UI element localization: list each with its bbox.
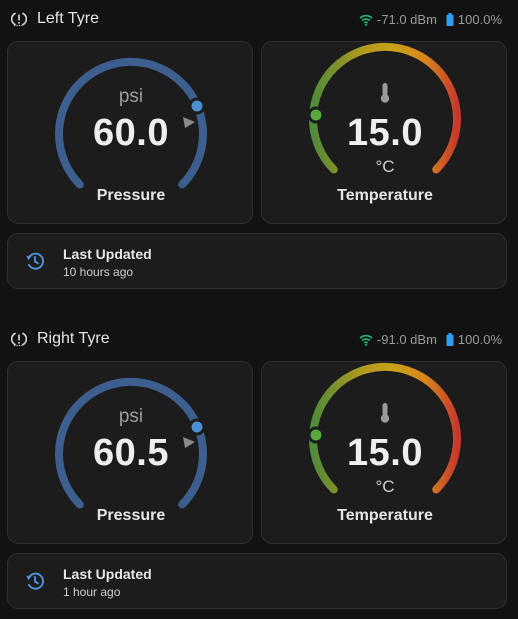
- thermometer-icon: [380, 403, 390, 423]
- temperature-gauge-card[interactable]: 15.0 °C Temperature: [261, 41, 507, 224]
- temperature-dot: [307, 426, 325, 444]
- thermometer-icon: [380, 83, 390, 103]
- temperature-value: 15.0: [347, 432, 423, 474]
- history-icon: [26, 572, 45, 590]
- tyre-pressure-icon: [11, 332, 27, 347]
- temperature-label: Temperature: [337, 187, 433, 204]
- device-title: Left Tyre: [37, 10, 99, 27]
- wifi-icon: [359, 334, 373, 346]
- last-updated-value: 1 hour ago: [63, 585, 121, 599]
- pressure-dot: [188, 97, 206, 115]
- temperature-arc: [309, 42, 461, 174]
- temperature-unit: °C: [375, 477, 395, 496]
- battery-icon: [446, 333, 454, 346]
- pressure-dot: [188, 418, 206, 436]
- temperature-dot: [307, 106, 325, 124]
- pressure-arc: [55, 57, 207, 189]
- pressure-gauge-card[interactable]: psi 60.5 Pressure: [7, 361, 253, 544]
- history-icon: [26, 252, 45, 270]
- temperature-unit: °C: [375, 157, 395, 176]
- last-updated-label: Last Updated: [63, 246, 152, 262]
- last-updated-value: 10 hours ago: [63, 265, 134, 279]
- battery-level: 100.0%: [457, 12, 502, 27]
- pressure-value: 60.5: [93, 432, 169, 474]
- pressure-pointer: [183, 437, 195, 448]
- device-header: Right Tyre -91.0 dBm 100.0%: [0, 320, 518, 360]
- device-header: Left Tyre -71.0 dBm 100.0%: [0, 0, 518, 40]
- pressure-pointer: [183, 117, 195, 128]
- signal-strength: -91.0 dBm: [376, 332, 437, 347]
- pressure-label: Pressure: [96, 507, 166, 524]
- pressure-unit: psi: [118, 86, 144, 107]
- battery-level: 100.0%: [457, 332, 502, 347]
- wifi-icon: [359, 14, 373, 26]
- last-updated-label: Last Updated: [63, 566, 152, 582]
- temperature-label: Temperature: [337, 507, 433, 524]
- pressure-gauge: [55, 377, 207, 509]
- temperature-value: 15.0: [347, 112, 423, 154]
- temperature-gauge: [307, 42, 461, 174]
- pressure-arc: [55, 377, 207, 509]
- signal-strength: -71.0 dBm: [376, 12, 437, 27]
- device-stats: -91.0 dBm 100.0%: [359, 332, 502, 347]
- last-updated-card[interactable]: Last Updated 1 hour ago: [7, 553, 507, 609]
- temperature-gauge: [307, 362, 461, 494]
- pressure-gauge: [55, 57, 207, 189]
- temperature-arc: [309, 362, 461, 494]
- pressure-gauge-card[interactable]: psi 60.0 Pressure: [7, 41, 253, 224]
- pressure-value: 60.0: [93, 112, 169, 154]
- last-updated-card[interactable]: Last Updated 10 hours ago: [7, 233, 507, 289]
- device-title: Right Tyre: [37, 330, 110, 347]
- battery-icon: [446, 13, 454, 26]
- pressure-unit: psi: [118, 406, 144, 427]
- device-stats: -71.0 dBm 100.0%: [359, 12, 502, 27]
- temperature-gauge-card[interactable]: 15.0 °C Temperature: [261, 361, 507, 544]
- tyre-pressure-icon: [11, 12, 27, 27]
- pressure-label: Pressure: [96, 187, 166, 204]
